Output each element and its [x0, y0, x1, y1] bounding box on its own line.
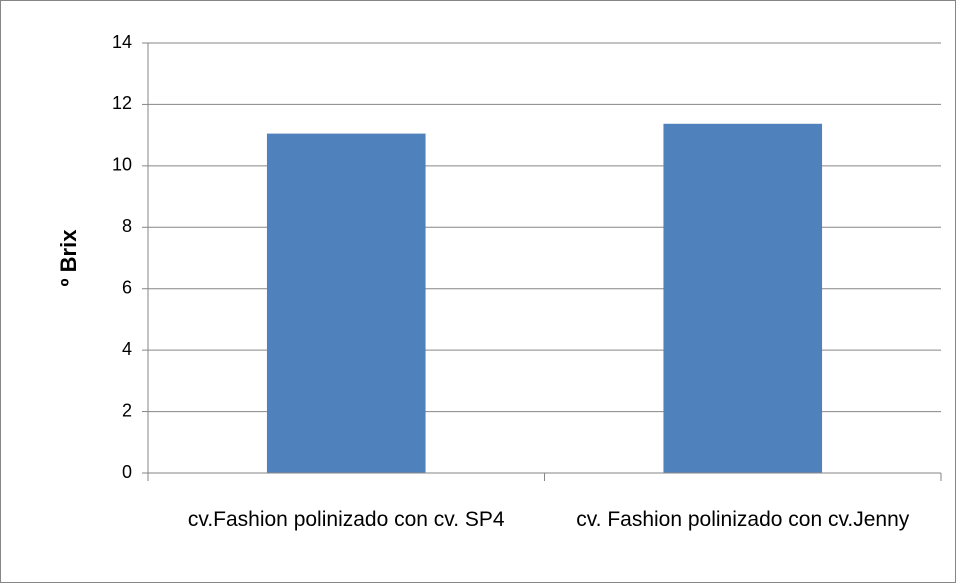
bar [266, 133, 426, 473]
bar [663, 123, 823, 474]
y-axis-label: º Brix [56, 229, 81, 287]
y-tick-label: 10 [112, 155, 132, 175]
y-tick-label: 8 [122, 216, 132, 236]
y-tick-label: 12 [112, 93, 132, 113]
y-tick-label: 14 [112, 32, 132, 52]
y-tick-label: 2 [122, 400, 132, 420]
x-tick-label: cv. Fashion polinizado con cv.Jenny [576, 508, 910, 531]
x-tick-label: cv.Fashion polinizado con cv. SP4 [187, 508, 505, 531]
y-tick-label: 0 [122, 462, 132, 482]
y-tick-label: 4 [122, 339, 132, 359]
y-tick-label: 6 [122, 277, 132, 297]
